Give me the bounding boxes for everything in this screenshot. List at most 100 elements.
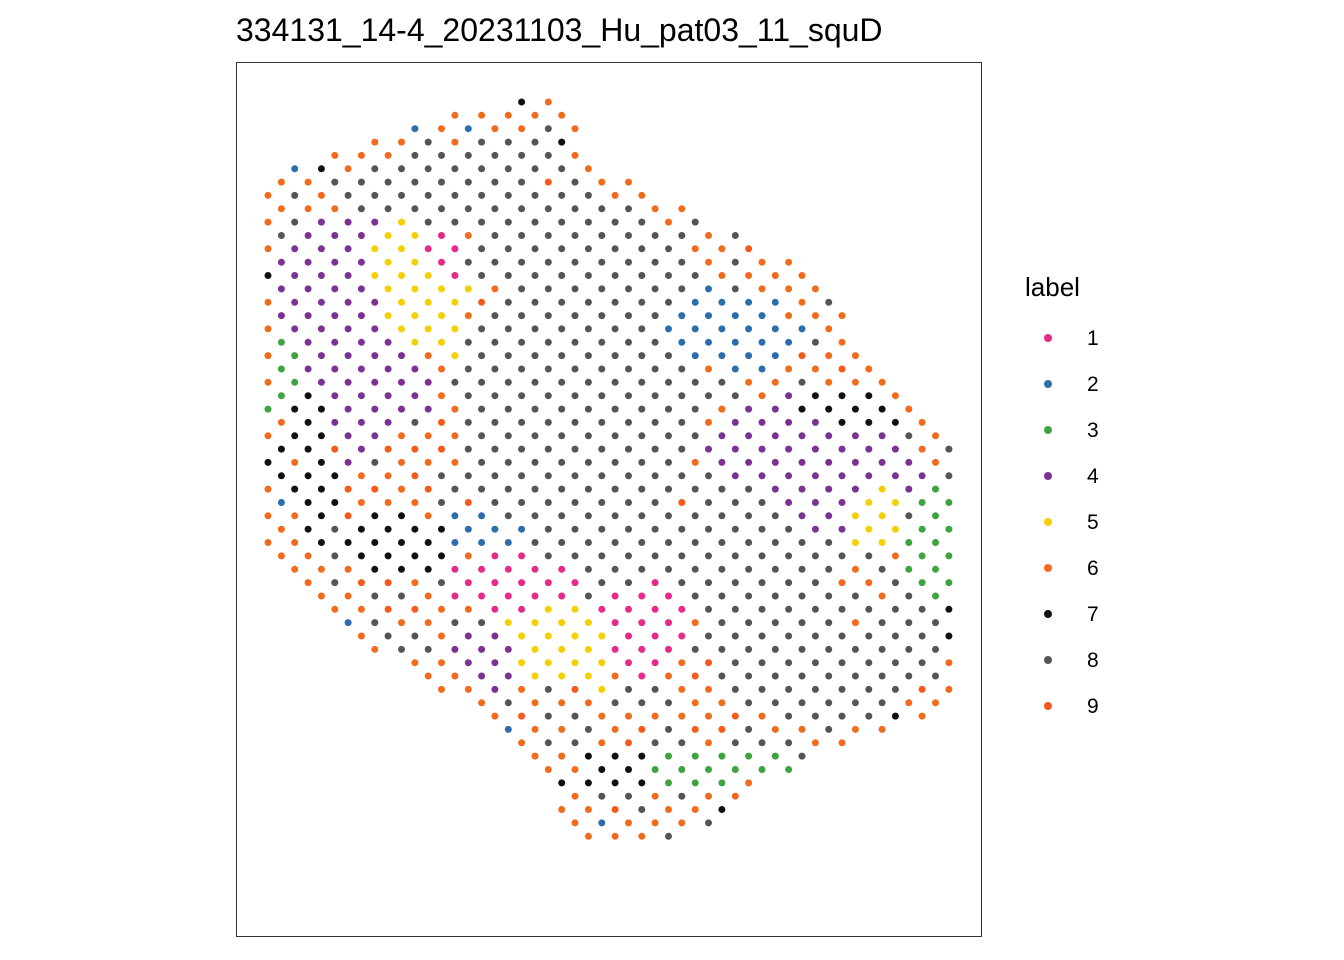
spot-label-7 [317, 405, 325, 413]
spot-label-8 [464, 178, 472, 186]
spot-label-8 [558, 325, 566, 333]
spot-label-8 [451, 619, 459, 627]
spot-label-6 [264, 378, 272, 386]
spot-label-8 [691, 565, 699, 573]
spot-label-8 [718, 672, 726, 680]
spot-label-8 [464, 445, 472, 453]
spot-label-8 [825, 645, 833, 653]
spot-label-8 [451, 218, 459, 226]
spot-label-6 [478, 699, 486, 707]
spot-label-8 [598, 285, 606, 293]
spot-label-8 [424, 191, 432, 199]
legend-label-9: 9 [1087, 695, 1099, 718]
spot-label-5 [384, 285, 392, 293]
spot-label-6 [584, 832, 592, 840]
spot-label-4 [384, 338, 392, 346]
spot-label-4 [291, 325, 299, 333]
spot-label-5 [411, 285, 419, 293]
spot-label-8 [611, 218, 619, 226]
spot-label-8 [638, 485, 646, 493]
spot-label-6 [945, 659, 953, 667]
spot-label-4 [344, 378, 352, 386]
spot-label-4 [291, 298, 299, 306]
spot-label-8 [905, 672, 913, 680]
spot-label-9 [438, 418, 445, 426]
spot-label-6 [665, 672, 672, 680]
spot-label-8 [785, 712, 793, 720]
spot-label-6 [718, 245, 726, 253]
spot-label-6 [945, 685, 953, 693]
spot-label-8 [771, 672, 779, 680]
spot-label-4 [851, 458, 859, 466]
spot-label-6 [544, 98, 552, 106]
spot-label-5 [451, 325, 459, 333]
spot-label-6 [264, 512, 272, 520]
spot-label-4 [357, 258, 365, 266]
spot-label-7 [317, 512, 325, 520]
spot-label-1 [665, 645, 672, 653]
spot-label-2 [491, 525, 499, 533]
spot-label-8 [598, 392, 606, 400]
spot-label-6 [785, 365, 793, 373]
spot-label-4 [344, 218, 352, 226]
spot-label-8 [531, 378, 539, 386]
legend-key-2 [1044, 380, 1052, 388]
spot-label-8 [798, 699, 806, 707]
spot-label-7 [718, 806, 726, 813]
spot-label-8 [665, 352, 672, 360]
spot-label-4 [478, 645, 486, 653]
spot-label-6 [504, 111, 512, 119]
spot-label-5 [891, 499, 899, 506]
spot-label-9 [411, 445, 419, 453]
spot-label-2 [344, 619, 352, 627]
spot-label-8 [825, 725, 833, 733]
spot-label-8 [544, 392, 552, 400]
spot-label-7 [638, 752, 646, 760]
spot-label-6 [424, 512, 432, 520]
spot-label-5 [411, 338, 419, 346]
spot-label-8 [491, 365, 499, 373]
spot-label-7 [331, 472, 339, 480]
spot-label-8 [478, 325, 486, 333]
spot-label-8 [611, 298, 619, 306]
spot-label-4 [357, 418, 365, 426]
spot-label-9 [411, 605, 419, 613]
spot-label-8 [731, 499, 739, 506]
spot-label-4 [277, 285, 285, 293]
spot-label-1 [638, 619, 646, 627]
spot-label-8 [678, 445, 686, 453]
spot-label-3 [277, 392, 285, 400]
spot-label-8 [878, 672, 886, 680]
spot-label-6 [838, 579, 846, 587]
spot-label-3 [945, 499, 953, 506]
spot-label-2 [705, 312, 712, 320]
spot-label-4 [411, 365, 419, 373]
spot-label-3 [745, 752, 753, 760]
spot-label-8 [691, 592, 699, 600]
spot-label-4 [758, 472, 766, 480]
spot-label-4 [317, 245, 325, 253]
spot-label-9 [691, 672, 699, 680]
spot-label-8 [504, 272, 512, 279]
spot-label-1 [531, 592, 539, 600]
spot-label-8 [705, 392, 712, 400]
spot-label-5 [398, 218, 405, 226]
spot-label-8 [398, 191, 405, 199]
legend-key-1 [1044, 334, 1052, 342]
spot-label-8 [518, 499, 526, 506]
spot-label-8 [745, 725, 753, 733]
spot-label-8 [478, 619, 486, 627]
spot-label-8 [491, 418, 499, 426]
spot-label-6 [291, 512, 299, 520]
spot-label-8 [638, 245, 646, 253]
spot-label-4 [745, 405, 753, 413]
spot-label-8 [758, 605, 766, 613]
spot-label-8 [731, 232, 739, 239]
spot-label-4 [718, 432, 726, 440]
spot-label-7 [344, 539, 352, 546]
spot-label-5 [518, 659, 526, 667]
spot-label-2 [745, 298, 753, 306]
spot-label-8 [598, 258, 606, 266]
spot-label-8 [691, 218, 699, 226]
spot-label-8 [638, 806, 646, 813]
